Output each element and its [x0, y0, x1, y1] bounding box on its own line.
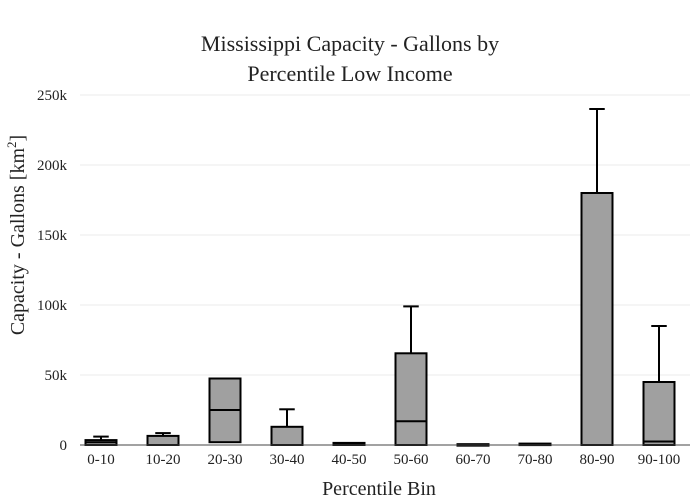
- x-tick-label: 20-30: [208, 452, 243, 468]
- chart-title-line-2: Percentile Low Income: [247, 61, 452, 86]
- y-tick-label: 150k: [37, 228, 68, 244]
- box-body: [642, 381, 676, 446]
- x-tick-label: 70-80: [518, 452, 553, 468]
- y-tick-label: 50k: [45, 368, 68, 384]
- y-axis-title-main: Capacity - Gallons [km: [7, 148, 29, 336]
- y-tick-label: 0: [60, 438, 68, 454]
- x-tick-label: 40-50: [332, 452, 367, 468]
- x-tick-label: 80-90: [580, 452, 615, 468]
- x-axis-title: Percentile Bin: [322, 478, 436, 500]
- x-tick-label: 0-10: [87, 452, 115, 468]
- box-10-20: [146, 432, 180, 446]
- x-tick-label: 60-70: [456, 452, 491, 468]
- y-axis-title-close: ]: [7, 135, 29, 142]
- box-80-90: [580, 108, 614, 446]
- x-tick-label: 10-20: [146, 452, 181, 468]
- x-tick-label: 90-100: [638, 452, 681, 468]
- y-axis-ticks: 0 50k 100k 150k 200k 250k: [37, 88, 68, 454]
- chart-title-line-1: Mississippi Capacity - Gallons by: [201, 31, 499, 56]
- box-body: [146, 434, 180, 446]
- y-axis-title: Capacity - Gallons [km2]: [4, 135, 29, 335]
- y-tick-label: 200k: [37, 158, 68, 174]
- box-body: [270, 425, 304, 446]
- box-90-100: [642, 325, 676, 446]
- box-30-40: [270, 408, 304, 446]
- box-series: [84, 108, 676, 447]
- y-tick-label: 100k: [37, 298, 68, 314]
- box-50-60: [394, 305, 428, 446]
- y-axis-title-superscript: 2: [4, 141, 19, 148]
- box-body: [580, 192, 614, 446]
- y-tick-label: 250k: [37, 88, 68, 104]
- box-20-30: [208, 377, 242, 444]
- box-0-10: [84, 435, 118, 447]
- x-tick-label: 30-40: [270, 452, 305, 468]
- x-tick-label: 50-60: [394, 452, 429, 468]
- x-axis-ticks: 0-10 10-20 20-30 30-40 40-50 50-60 60-70 70-80 8…: [87, 452, 680, 468]
- box-body: [394, 352, 428, 446]
